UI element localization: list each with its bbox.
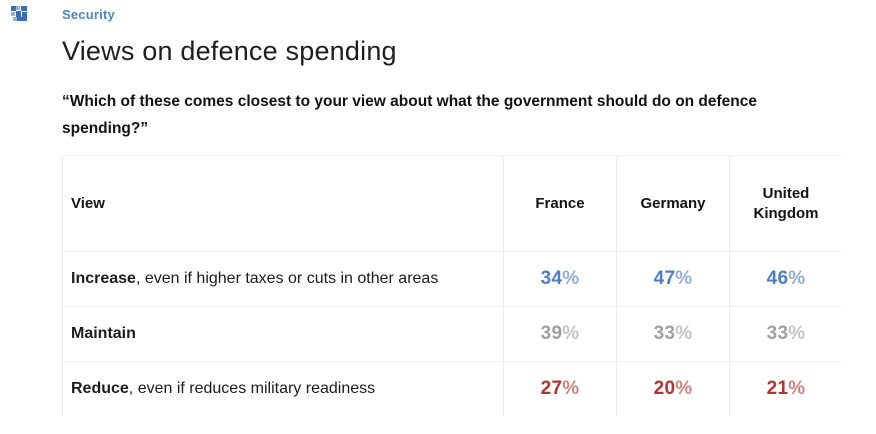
column-header-view: View: [63, 156, 503, 251]
value-cell-reduce-france: 27%: [503, 361, 616, 416]
value-cell-reduce-uk: 21%: [729, 361, 842, 416]
view-cell-maintain: Maintain: [63, 306, 503, 361]
column-header-france: France: [503, 156, 616, 251]
survey-question: “Which of these comes closest to your vi…: [62, 93, 758, 137]
value-cell-increase-france: 34%: [503, 251, 616, 306]
brand-logo-icon: [11, 6, 27, 21]
column-header-united-kingdom: United Kingdom: [729, 156, 842, 251]
value-cell-maintain-uk: 33%: [729, 306, 842, 361]
view-label: Maintain: [71, 325, 136, 342]
topbar: Security: [0, 0, 876, 30]
view-cell-increase: Increase, even if higher taxes or cuts i…: [63, 251, 503, 306]
value-cell-maintain-france: 39%: [503, 306, 616, 361]
results-table: View France Germany United Kingdom Incre…: [62, 155, 842, 416]
view-label: Reduce, even if reduces military readine…: [71, 380, 376, 397]
value-cell-reduce-germany: 20%: [616, 361, 729, 416]
value-cell-maintain-germany: 33%: [616, 306, 729, 361]
value-cell-increase-uk: 46%: [729, 251, 842, 306]
view-cell-reduce: Reduce, even if reduces military readine…: [63, 361, 503, 416]
view-label: Increase, even if higher taxes or cuts i…: [71, 270, 439, 287]
page-title: Views on defence spending: [62, 36, 397, 66]
column-header-germany: Germany: [616, 156, 729, 251]
brand-label[interactable]: Security: [62, 7, 115, 22]
value-cell-increase-germany: 47%: [616, 251, 729, 306]
